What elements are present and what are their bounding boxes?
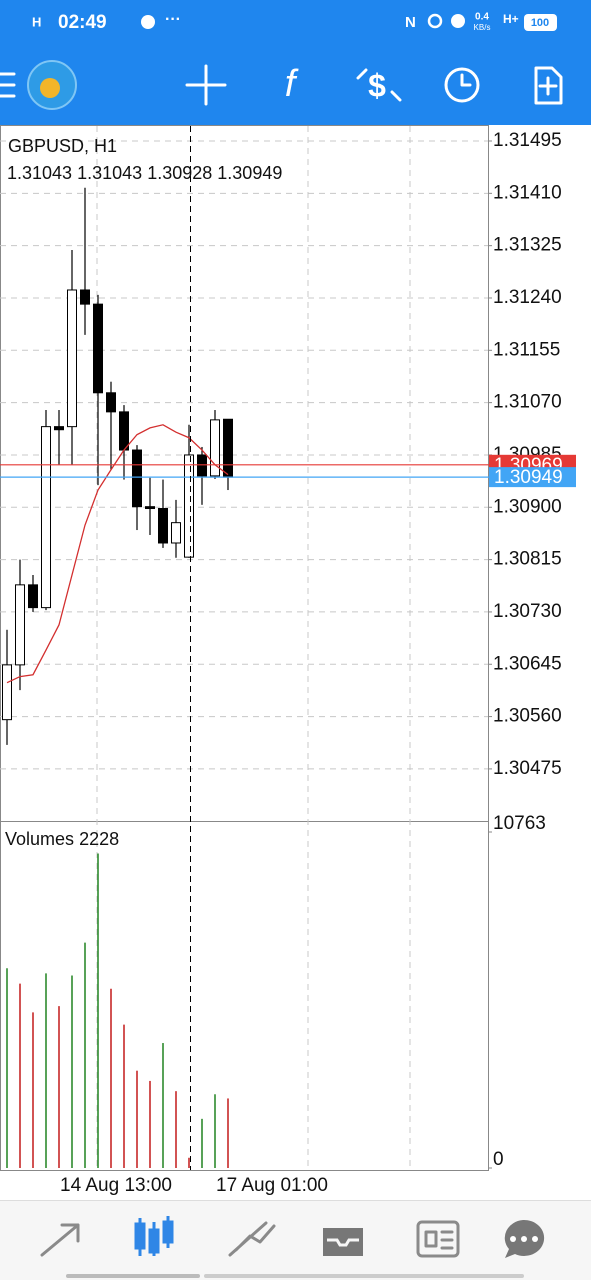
y-tick-label: 1.30730 xyxy=(493,601,562,622)
y-tick-label: 1.31240 xyxy=(493,287,562,308)
app-bar xyxy=(0,0,591,125)
candle-body xyxy=(158,508,168,544)
candle-body xyxy=(184,454,194,558)
status-icon xyxy=(141,15,155,29)
objects-button[interactable]: $ xyxy=(356,67,402,103)
ohlc-low: 1.30928 xyxy=(147,163,212,183)
symbol-title: GBPUSD, H1 xyxy=(8,136,117,156)
trade-tab[interactable] xyxy=(228,1221,276,1257)
menu-button[interactable] xyxy=(0,72,16,98)
volume-label: Volumes xyxy=(5,829,74,849)
y-tick-label: 1.31495 xyxy=(493,130,562,151)
candle-body xyxy=(93,303,103,394)
candle-body xyxy=(28,584,38,609)
candle-body xyxy=(210,419,220,477)
v-tick-label: 0 xyxy=(493,1149,504,1170)
y-tick-label: 1.31410 xyxy=(493,182,562,203)
net-speed-unit: KB/s xyxy=(474,23,491,32)
candle-body xyxy=(145,506,155,510)
timeframe-button[interactable] xyxy=(444,67,480,103)
y-tick-label: 1.31155 xyxy=(493,339,560,360)
status-time: 02:49 xyxy=(58,12,107,33)
bid-label: 1.30949 xyxy=(494,467,563,488)
y-tick-label: 1.30475 xyxy=(493,758,562,779)
candle-body xyxy=(132,449,142,508)
chart-frame xyxy=(0,125,489,1171)
y-tick-label: 1.31325 xyxy=(493,235,562,256)
x-tick-label: 17 Aug 01:00 xyxy=(216,1175,328,1196)
crosshair-button[interactable] xyxy=(185,64,227,106)
plot xyxy=(0,140,492,1169)
ohlc-info: 1.31043 1.31043 1.30928 1.30949 xyxy=(7,163,282,183)
candle-body xyxy=(2,664,12,721)
app-logo[interactable] xyxy=(27,60,77,110)
chat-tab[interactable] xyxy=(504,1219,545,1258)
v-grid xyxy=(96,126,411,1170)
new-order-button[interactable] xyxy=(534,66,563,105)
volume-last: 2228 xyxy=(79,829,119,849)
bottom-nav xyxy=(0,1200,591,1280)
candle-body xyxy=(80,289,90,305)
y-tick-label: 1.30645 xyxy=(493,653,562,674)
chart-tab[interactable] xyxy=(134,1216,174,1256)
y-tick-label: 1.31070 xyxy=(493,392,562,413)
bid-label-bg xyxy=(489,467,576,488)
status-icon xyxy=(451,14,465,28)
ohlc-close: 1.30949 xyxy=(217,163,282,183)
moving-average xyxy=(6,424,229,684)
indicators-button[interactable]: f xyxy=(285,63,299,105)
history-tab[interactable] xyxy=(323,1228,363,1256)
svg-text:$: $ xyxy=(368,67,386,103)
candle-body xyxy=(54,426,64,431)
gesture-bar xyxy=(66,1274,200,1278)
y-tick-label: 1.30900 xyxy=(493,496,562,517)
candle-body xyxy=(106,392,116,413)
battery-level: 100 xyxy=(531,17,549,29)
candle-body xyxy=(67,289,77,428)
candle-body xyxy=(119,411,129,451)
volume-title: Volumes 2228 xyxy=(5,829,119,849)
status-icon: ··· xyxy=(165,11,181,28)
svg-text:f: f xyxy=(285,63,299,105)
status-icon xyxy=(427,13,443,29)
candle-body xyxy=(41,426,51,609)
y-tick-label: 1.30815 xyxy=(493,549,562,570)
ohlc-open: 1.31043 xyxy=(7,163,72,183)
status-icon: H xyxy=(32,14,41,29)
v-tick-label: 10763 xyxy=(493,813,546,834)
battery xyxy=(524,14,557,31)
candle-body xyxy=(171,522,181,544)
status-icon: N xyxy=(405,14,416,31)
y-tick-label: 1.30560 xyxy=(493,706,562,727)
candle-body xyxy=(197,454,207,477)
candle-body xyxy=(223,418,233,478)
news-tab[interactable] xyxy=(416,1220,460,1258)
network-type: H+ xyxy=(503,12,519,26)
net-speed: 0.4 xyxy=(475,12,489,23)
x-tick-label: 14 Aug 13:00 xyxy=(60,1175,172,1196)
quotes-tab[interactable] xyxy=(40,1223,80,1257)
candle-body xyxy=(15,584,25,666)
gesture-bar xyxy=(204,1274,524,1278)
ohlc-high: 1.31043 xyxy=(77,163,142,183)
